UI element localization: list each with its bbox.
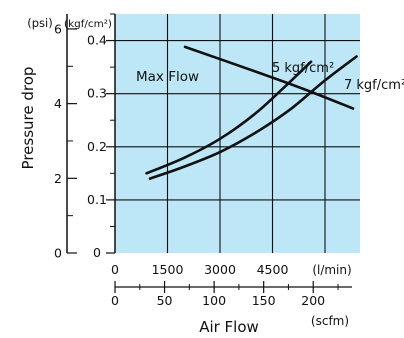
- lmin-tick-label: 0: [111, 262, 119, 277]
- scfm-tick-label: 200: [301, 293, 325, 308]
- series-lines: [145, 45, 358, 180]
- series-label-max-flow: Max Flow: [136, 69, 199, 85]
- kgf-tick-label: 0.4: [87, 33, 107, 48]
- series-label-7-kgf: 7 kgf/cm²: [344, 78, 404, 93]
- series-label-5-kgf: 5 kgf/cm²: [272, 61, 334, 76]
- psi-tick-label: 4: [54, 96, 62, 111]
- scfm-tick-label: 0: [111, 293, 119, 308]
- scfm-tick-label: 100: [202, 293, 226, 308]
- scfm-tick-label: 150: [252, 293, 276, 308]
- series-line-5-kgf: [145, 60, 313, 175]
- lmin-tick-label: 4500: [257, 262, 289, 277]
- series-line-max-flow: [183, 45, 355, 110]
- lmin-tick-label: 3000: [204, 262, 236, 277]
- x-axis-title: Air Flow: [199, 318, 259, 336]
- plot-area: [115, 14, 360, 253]
- lmin-axis-ticks: 0 1500 3000 4500: [111, 262, 288, 277]
- scfm-tick-label: 50: [157, 293, 173, 308]
- kgf-tick-label: 0: [93, 245, 101, 260]
- kgf-axis-ticks: 0 0.1 0.2 0.3 0.4: [87, 13, 115, 260]
- kgf-tick-label: 0.1: [87, 192, 107, 207]
- lmin-tick-label: 1500: [152, 262, 184, 277]
- psi-tick-label: 2: [54, 171, 62, 186]
- psi-tick-label: 6: [54, 21, 62, 36]
- psi-tick-label: 0: [54, 246, 62, 261]
- scfm-unit-label: (scfm): [311, 314, 349, 328]
- kgf-tick-label: 0.3: [87, 86, 107, 101]
- lmin-unit-label: (l/min): [312, 263, 351, 277]
- y-axis-title: Pressure drop: [19, 67, 37, 170]
- series-line-7-kgf: [148, 55, 358, 180]
- grid: [115, 14, 360, 253]
- psi-axis-ticks: 0 2 4 6: [54, 21, 77, 261]
- kgf-unit-label: (kgf/cm²): [64, 19, 112, 30]
- scfm-axis-ticks: 0 50 100 150 200: [111, 281, 339, 308]
- psi-unit-label: (psi): [27, 16, 52, 30]
- kgf-tick-label: 0.2: [87, 139, 107, 154]
